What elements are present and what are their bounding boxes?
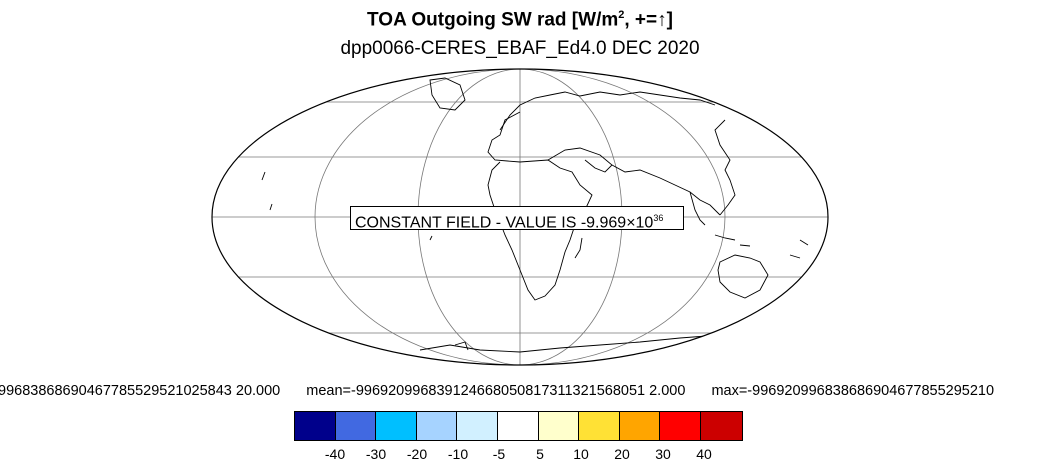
colorbar-tick-label: 5 [536, 446, 544, 462]
colorbar-tick-label: -20 [406, 446, 428, 462]
colorbar-box [295, 412, 336, 440]
map-boundary [211, 68, 829, 366]
colorbar-tick-label: 30 [655, 446, 671, 462]
statistics-line: 99683868690467785529521025843 20.000 mea… [0, 383, 1040, 399]
colorbar-box [416, 412, 458, 440]
colorbar-tick-label: -10 [447, 446, 469, 462]
colorbar-box [579, 412, 620, 440]
colorbar-box [700, 412, 742, 440]
colorbar-tick-label: 40 [696, 446, 712, 462]
plot-title: TOA Outgoing SW rad [W/m2, +=↑] [367, 9, 673, 31]
colorbar [294, 411, 743, 441]
constant-field-label: CONSTANT FIELD - VALUE IS -9.969×1036 [350, 206, 684, 231]
colorbar-box [538, 412, 580, 440]
colorbar-labels: -40 -30 -20 -10 -5 5 10 20 30 40 [0, 446, 1040, 464]
up-arrow-icon: ↑ [657, 9, 667, 31]
colorbar-tick-label: 20 [614, 446, 630, 462]
min-value: 99683868690467785529521025843 20.000 [0, 383, 281, 399]
colorbar-box [660, 412, 701, 440]
colorbar-tick-label: 10 [573, 446, 589, 462]
max-value: max=-996920996838686904677855295210 [711, 383, 995, 399]
colorbar-tick-label: -30 [365, 446, 387, 462]
colorbar-box [376, 412, 417, 440]
plot-subtitle: dpp0066-CERES_EBAF_Ed4.0 DEC 2020 [340, 38, 700, 59]
colorbar-box [335, 412, 377, 440]
colorbar-box [619, 412, 661, 440]
colorbar-tick-label: -5 [492, 446, 506, 462]
colorbar-tick-label: -40 [324, 446, 346, 462]
colorbar-box [457, 412, 498, 440]
mean-value: mean=-9969209968391246680508173113215680… [306, 383, 686, 399]
colorbar-box [497, 412, 539, 440]
